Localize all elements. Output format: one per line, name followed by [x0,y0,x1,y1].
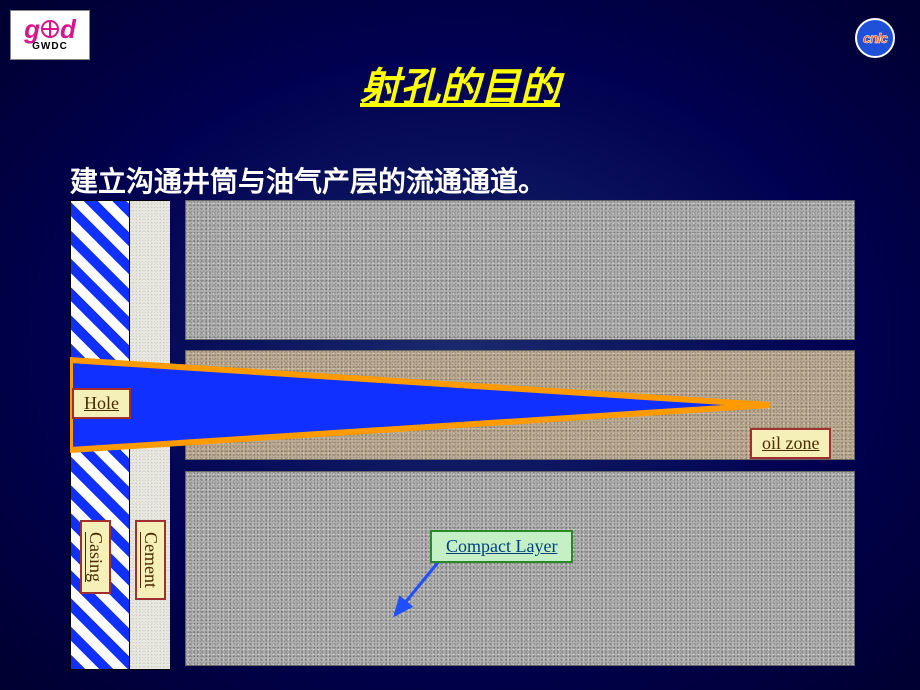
label-hole: Hole [72,388,131,419]
label-compact-layer: Compact Layer [430,530,573,563]
wellbore-diagram: Hole oil zone Casing Cement Compact Laye… [70,200,860,670]
label-casing: Casing [80,520,111,594]
casing-layer [70,200,130,670]
logo-gwdc-sub: GWDC [32,41,68,52]
slide-subtitle: 建立沟通井筒与油气产层的流通通道。 [70,160,546,200]
logo-cnlc-text: cnlc [863,30,887,46]
logo-gwdc: gd GWDC [10,10,90,60]
slide-title-text: 射孔的目的 [360,65,560,110]
logo-gd-text: gd [24,18,76,41]
rock-top-layer [185,200,855,340]
label-cement: Cement [135,520,166,600]
rock-bottom-layer [185,471,855,666]
label-oil-zone: oil zone [750,428,831,459]
slide-title: 射孔的目的 [0,55,920,113]
